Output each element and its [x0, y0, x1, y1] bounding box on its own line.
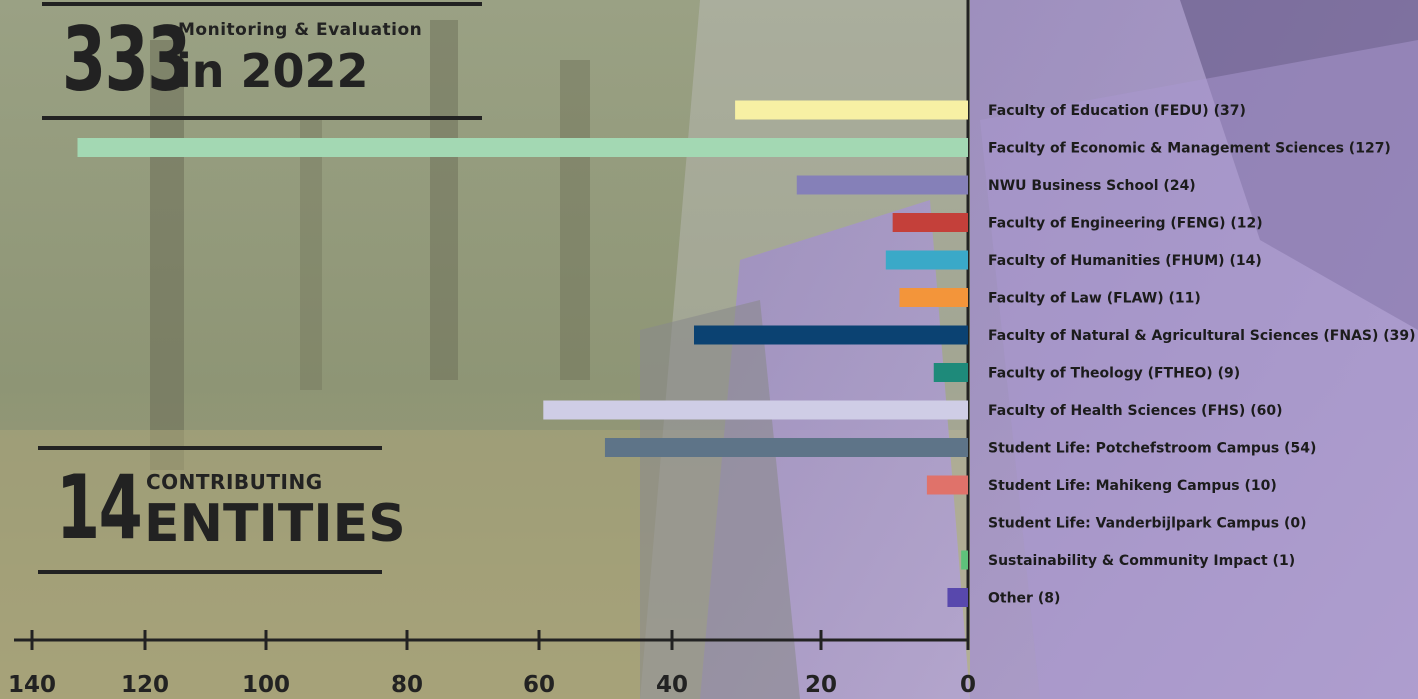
bar: [77, 138, 968, 157]
x-axis-tick-label: 0: [960, 672, 976, 698]
x-axis-tick-label: 80: [391, 672, 423, 698]
entities-caption: CONTRIBUTING: [146, 470, 323, 494]
entities-count-number: 14: [56, 456, 143, 559]
x-axis-tick-label: 20: [805, 672, 837, 698]
x-axis-tick-label: 120: [121, 672, 169, 698]
bar-label: Other (8): [988, 591, 1060, 607]
total-count-number: 333: [62, 8, 191, 111]
x-axis-tick-label: 140: [8, 672, 56, 698]
bar-label: Faculty of Humanities (FHUM) (14): [988, 253, 1262, 269]
bar-label: Faculty of Economic & Management Science…: [988, 141, 1391, 157]
bar: [899, 288, 968, 307]
bar-label: Sustainability & Community Impact (1): [988, 553, 1295, 569]
bar: [543, 400, 968, 420]
bar-label: Faculty of Natural & Agricultural Scienc…: [988, 328, 1416, 344]
bar: [796, 175, 968, 195]
bar: [961, 550, 968, 570]
bar-label: NWU Business School (24): [988, 178, 1196, 194]
headline-top-rule: [42, 2, 482, 6]
year-line: in 2022: [176, 44, 369, 98]
bar-label: Faculty of Education (FEDU) (37): [988, 103, 1246, 119]
bar: [885, 250, 968, 270]
entities-line: ENTITIES: [144, 494, 406, 554]
x-axis-tick-label: 60: [523, 672, 555, 698]
bar-label: Student Life: Mahikeng Campus (10): [988, 478, 1277, 494]
bar: [694, 325, 968, 345]
bar: [735, 100, 968, 120]
total-count-caption: Monitoring & Evaluation: [178, 20, 423, 40]
bar-label: Faculty of Health Sciences (FHS) (60): [988, 403, 1282, 419]
bar-label: Faculty of Theology (FTHEO) (9): [988, 366, 1240, 382]
headline-bottom-rule: [42, 116, 482, 120]
x-axis-tick-label: 40: [656, 672, 688, 698]
entities-bottom-rule: [38, 570, 382, 574]
bar-label: Student Life: Potchefstroom Campus (54): [988, 441, 1316, 457]
bar: [604, 438, 968, 457]
x-axis-tick-label: 100: [242, 672, 290, 698]
bar: [933, 363, 968, 382]
bar: [947, 588, 968, 607]
bar-label: Faculty of Engineering (FENG) (12): [988, 216, 1263, 232]
bar: [926, 475, 968, 495]
bar-label: Faculty of Law (FLAW) (11): [988, 291, 1201, 307]
bar-label: Student Life: Vanderbijlpark Campus (0): [988, 516, 1307, 532]
entities-top-rule: [38, 446, 382, 450]
bar: [892, 213, 968, 232]
